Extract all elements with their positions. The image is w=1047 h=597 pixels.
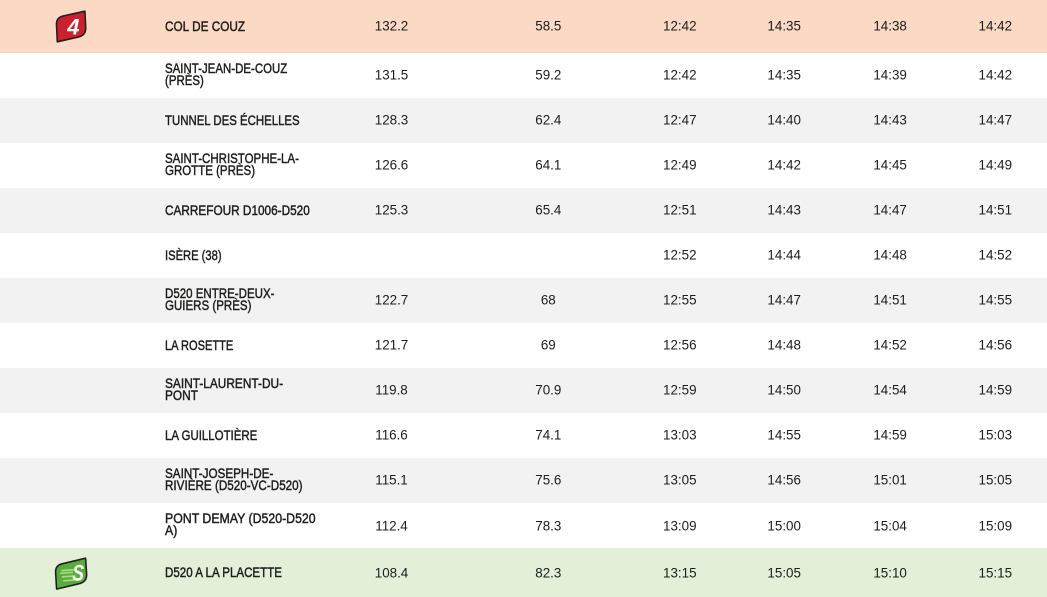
svg-text:S: S xyxy=(72,562,85,587)
svg-text:4: 4 xyxy=(67,14,80,39)
